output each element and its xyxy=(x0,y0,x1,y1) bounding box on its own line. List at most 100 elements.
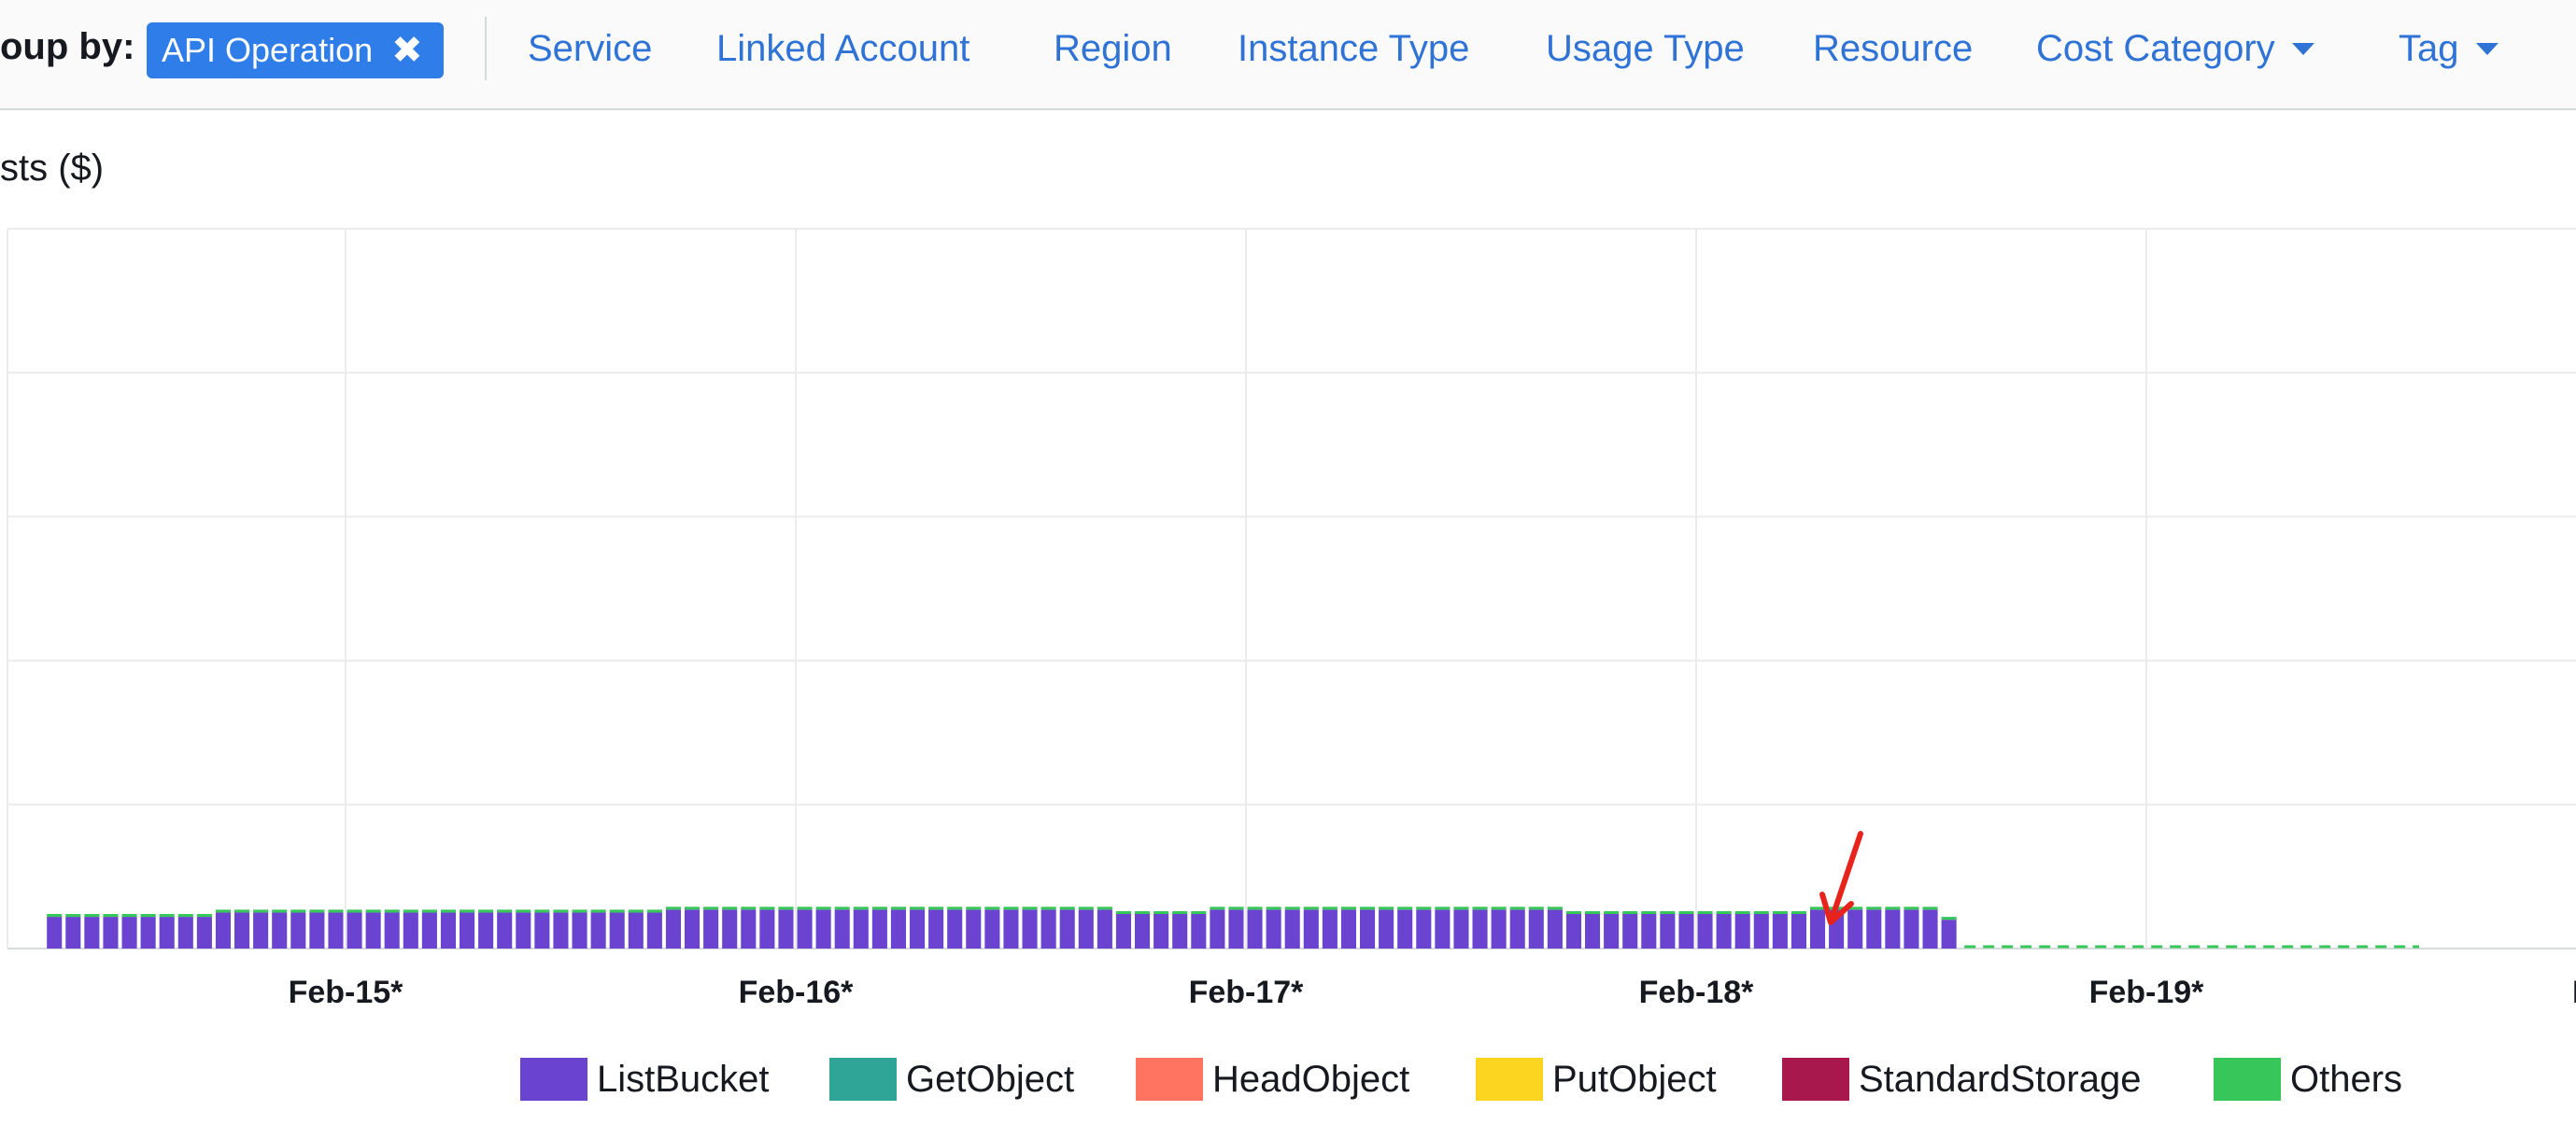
bar-others xyxy=(1810,907,1826,910)
bar-others xyxy=(1115,910,1131,914)
bar-others xyxy=(966,907,982,910)
bar-listbucket xyxy=(1716,913,1732,949)
bar-listbucket xyxy=(797,909,813,949)
bar-listbucket xyxy=(328,912,344,949)
bar-listbucket xyxy=(103,917,119,949)
bar-others xyxy=(140,913,156,918)
legend-item-getobject[interactable]: GetObject xyxy=(829,1053,1074,1105)
legend-item-headobject[interactable]: HeadObject xyxy=(1136,1053,1409,1105)
bar-listbucket xyxy=(1097,909,1112,949)
dimension-label: Cost Category xyxy=(2036,28,2275,69)
dimension-tag[interactable]: Tag xyxy=(2399,28,2498,70)
close-icon[interactable]: ✖ xyxy=(391,30,423,71)
legend-label: ListBucket xyxy=(597,1058,770,1100)
bar-listbucket xyxy=(1040,909,1056,949)
bar-others xyxy=(1059,907,1075,910)
bar-listbucket xyxy=(1191,913,1207,949)
bar-listbucket xyxy=(665,909,681,949)
dimension-label: Resource xyxy=(1813,28,1974,69)
bar-others xyxy=(516,909,531,913)
bar-listbucket xyxy=(703,909,719,949)
bar-listbucket xyxy=(196,917,212,949)
x-tick-label: Feb-19* xyxy=(2089,975,2205,1010)
bar-listbucket xyxy=(984,909,1000,949)
dimension-label: Instance Type xyxy=(1238,28,1470,69)
bar-listbucket xyxy=(722,909,738,949)
bar-others xyxy=(871,907,887,910)
bar-others xyxy=(534,909,550,913)
bar-listbucket xyxy=(1772,913,1788,949)
dimension-label: Region xyxy=(1054,28,1172,69)
bar-others xyxy=(1397,907,1413,910)
group-by-toolbar: oup by: API Operation ✖ Service Linked A… xyxy=(0,0,2576,110)
bar-others xyxy=(1753,910,1769,914)
red-arrow-icon xyxy=(1819,831,1863,925)
bar-others xyxy=(722,907,738,910)
bar-listbucket xyxy=(84,917,100,949)
bar-others xyxy=(947,907,963,910)
legend-swatch xyxy=(1136,1058,1203,1101)
bar-others xyxy=(159,913,175,918)
legend-label: Others xyxy=(2290,1058,2403,1100)
bar-others xyxy=(1716,910,1732,914)
bar-listbucket xyxy=(685,909,701,949)
dimension-usage-type[interactable]: Usage Type xyxy=(1546,28,1745,70)
bar-listbucket xyxy=(1922,909,1938,949)
bar-listbucket xyxy=(215,912,231,949)
bar-others xyxy=(121,913,137,918)
legend-swatch xyxy=(520,1058,587,1101)
bar-others xyxy=(1565,910,1581,914)
legend-item-listbucket[interactable]: ListBucket xyxy=(520,1053,770,1105)
legend-item-putobject[interactable]: PutObject xyxy=(1476,1053,1717,1105)
bar-listbucket xyxy=(1303,909,1319,949)
bar-listbucket xyxy=(947,909,963,949)
bar-listbucket xyxy=(966,909,982,949)
bar-listbucket xyxy=(234,912,250,949)
bar-listbucket xyxy=(1528,909,1544,949)
bar-listbucket xyxy=(1379,909,1394,949)
bar-others xyxy=(1172,910,1188,914)
dimension-resource[interactable]: Resource xyxy=(1813,28,1973,70)
bar-others xyxy=(1528,907,1544,910)
bar-others xyxy=(365,909,381,913)
bar-others xyxy=(403,909,418,913)
bar-others xyxy=(797,907,813,910)
bar-others xyxy=(234,909,250,913)
bar-others xyxy=(1604,910,1620,914)
bar-listbucket xyxy=(1435,909,1451,949)
bar-others xyxy=(440,909,456,913)
bar-others xyxy=(309,909,325,913)
bar-listbucket xyxy=(1078,909,1094,949)
dimension-region[interactable]: Region xyxy=(1054,28,1172,70)
dimension-label: Service xyxy=(528,28,653,69)
legend-item-others[interactable]: Others xyxy=(2214,1053,2402,1105)
legend-label: StandardStorage xyxy=(1859,1058,2142,1100)
bar-listbucket xyxy=(871,909,887,949)
toolbar-divider xyxy=(485,17,487,80)
dimension-service[interactable]: Service xyxy=(528,28,652,70)
bar-others xyxy=(1040,907,1056,910)
dimension-cost-category[interactable]: Cost Category xyxy=(2036,28,2314,70)
bar-others xyxy=(1078,907,1094,910)
bar-listbucket xyxy=(347,912,362,949)
bar-listbucket xyxy=(421,912,437,949)
x-tick-label: Feb xyxy=(2572,975,2576,1010)
bar-listbucket xyxy=(759,909,775,949)
bar-listbucket xyxy=(140,917,156,949)
group-by-chip-api-operation[interactable]: API Operation ✖ xyxy=(147,22,444,78)
legend-item-standardstorage[interactable]: StandardStorage xyxy=(1782,1053,2141,1105)
bar-listbucket xyxy=(253,912,269,949)
bar-others xyxy=(890,907,906,910)
dimension-instance-type[interactable]: Instance Type xyxy=(1238,28,1469,70)
dimension-linked-account[interactable]: Linked Account xyxy=(716,28,970,70)
bar-others xyxy=(1847,907,1863,910)
bar-listbucket xyxy=(1059,909,1075,949)
bar-others xyxy=(1491,907,1507,910)
bar-others xyxy=(215,909,231,913)
bar-listbucket xyxy=(1340,909,1356,949)
bar-listbucket xyxy=(1247,909,1263,949)
bar-listbucket xyxy=(1491,909,1507,949)
bar-listbucket xyxy=(1266,909,1281,949)
bar-listbucket xyxy=(1622,913,1638,949)
bar-listbucket xyxy=(403,912,418,949)
